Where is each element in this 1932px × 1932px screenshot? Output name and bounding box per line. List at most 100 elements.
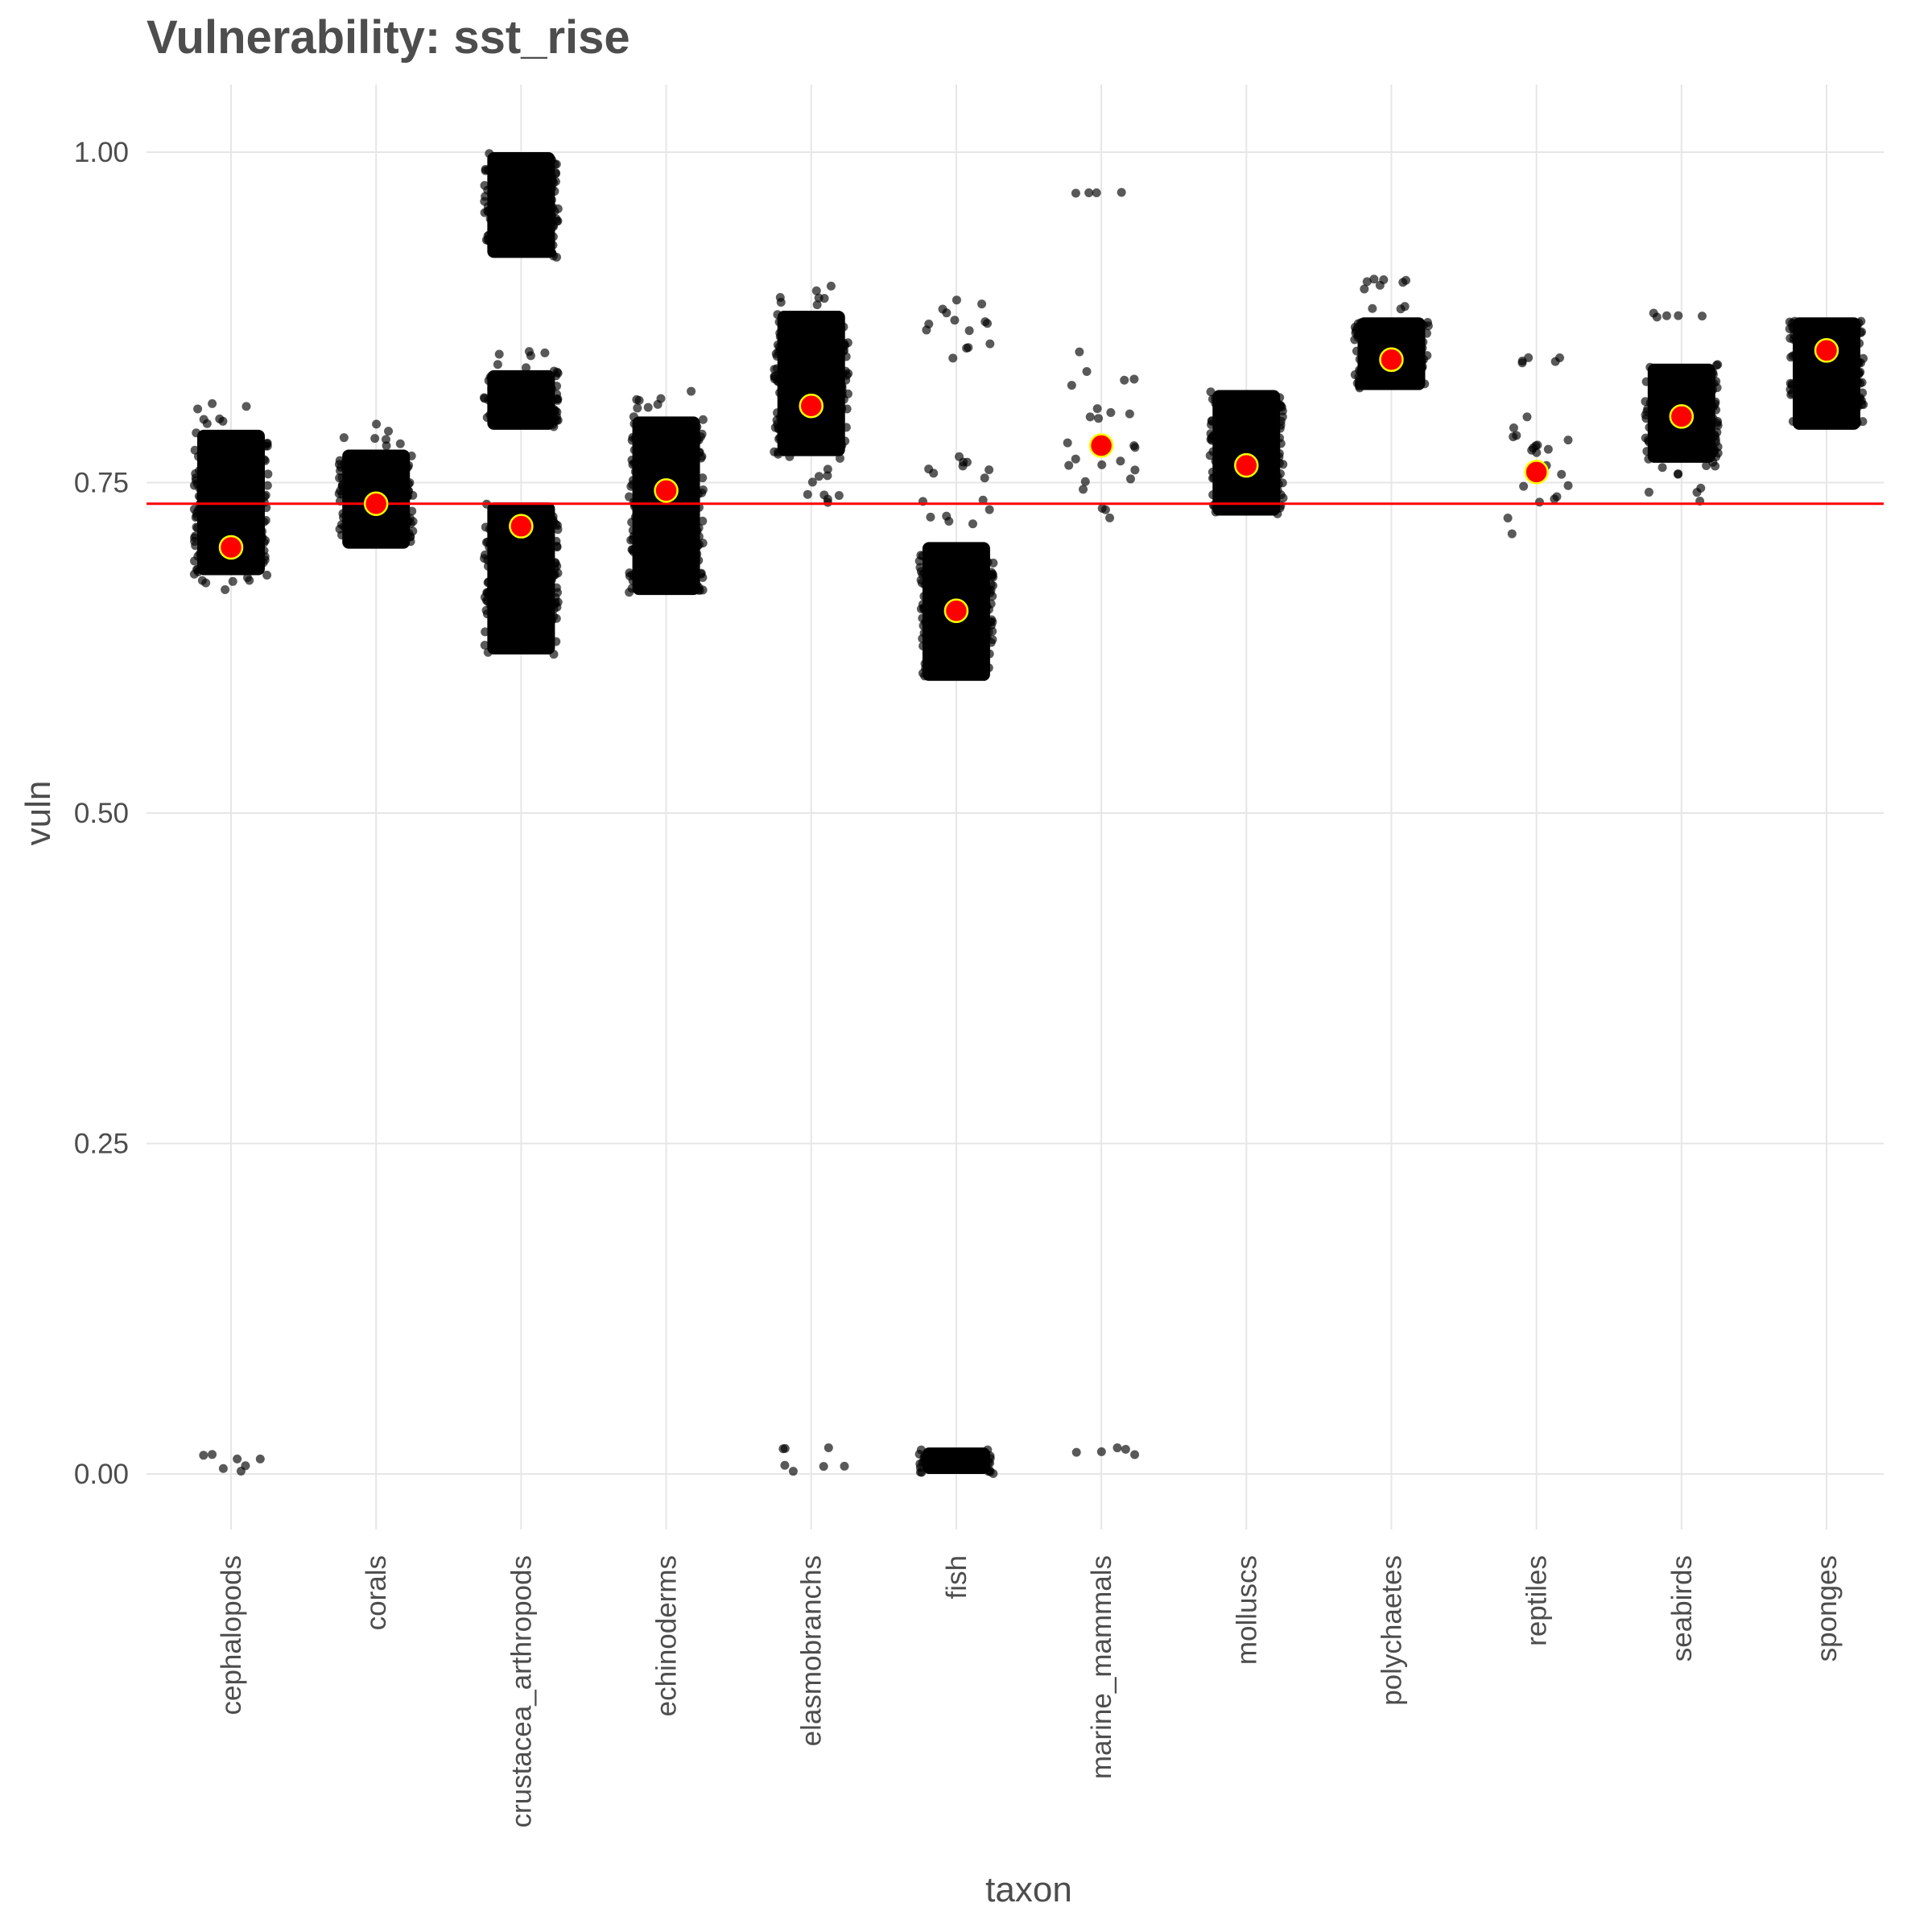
data-point xyxy=(918,570,927,580)
data-point xyxy=(694,448,704,457)
x-axis-title: taxon xyxy=(985,1870,1072,1909)
data-point xyxy=(770,447,779,456)
data-point xyxy=(1507,529,1517,539)
point-cluster xyxy=(197,429,265,576)
data-point xyxy=(628,476,638,485)
data-point xyxy=(372,419,382,429)
data-point xyxy=(1662,311,1671,320)
data-point xyxy=(1644,436,1653,445)
data-point xyxy=(1788,416,1798,426)
mean-marker xyxy=(943,598,969,624)
data-point xyxy=(924,464,934,474)
data-point xyxy=(340,522,349,531)
data-point xyxy=(1790,350,1800,360)
data-point xyxy=(1278,412,1287,422)
data-point xyxy=(837,403,847,413)
data-point xyxy=(191,531,200,541)
data-point xyxy=(1420,379,1430,389)
data-point xyxy=(241,1461,250,1471)
data-point xyxy=(191,541,200,551)
data-point xyxy=(1550,357,1560,366)
data-point xyxy=(189,481,199,490)
data-point xyxy=(1071,188,1080,198)
data-point xyxy=(221,585,230,595)
data-point xyxy=(919,642,928,651)
data-point xyxy=(773,310,782,320)
x-tick-label: corals xyxy=(361,1555,392,1630)
data-point xyxy=(407,506,417,516)
data-point xyxy=(835,453,844,463)
data-point xyxy=(194,452,204,461)
data-point xyxy=(1418,361,1427,371)
data-point xyxy=(339,433,349,443)
data-point xyxy=(692,549,702,559)
data-point xyxy=(780,1443,790,1453)
data-point xyxy=(494,349,504,359)
data-point xyxy=(1100,505,1110,514)
data-point xyxy=(823,497,832,507)
data-point xyxy=(1532,448,1542,457)
data-point xyxy=(1276,501,1286,510)
data-point xyxy=(548,515,558,525)
data-point xyxy=(483,555,493,565)
x-tick-label: cephalopods xyxy=(216,1555,247,1715)
data-point xyxy=(916,1445,926,1455)
data-point xyxy=(772,408,782,418)
data-point xyxy=(1708,369,1718,379)
data-point xyxy=(548,571,558,580)
data-point xyxy=(920,671,930,681)
data-point xyxy=(1710,445,1719,455)
data-point xyxy=(218,416,228,426)
data-point xyxy=(1856,367,1865,377)
data-point xyxy=(1130,1450,1140,1459)
data-point xyxy=(630,543,640,553)
data-point xyxy=(1355,354,1364,364)
data-point xyxy=(1275,469,1285,479)
data-point xyxy=(540,348,550,357)
data-point xyxy=(1369,275,1379,284)
data-point xyxy=(780,1460,790,1470)
data-point xyxy=(1674,311,1683,320)
point-cluster xyxy=(1793,317,1860,430)
data-point xyxy=(627,455,637,464)
data-point xyxy=(1509,423,1518,433)
data-point xyxy=(257,440,266,449)
data-point xyxy=(630,467,640,477)
data-point xyxy=(1787,318,1797,328)
data-point xyxy=(1092,404,1102,414)
data-point xyxy=(258,558,268,568)
data-point xyxy=(484,395,493,405)
point-cluster xyxy=(1212,390,1281,516)
data-point xyxy=(915,1463,925,1472)
data-point xyxy=(984,605,993,614)
data-point xyxy=(259,455,269,464)
data-point xyxy=(1273,509,1282,518)
data-point xyxy=(840,1461,849,1471)
data-point xyxy=(980,473,989,483)
data-point xyxy=(193,506,203,515)
data-point xyxy=(952,295,961,305)
data-point xyxy=(812,300,822,310)
x-tick-label: fish xyxy=(941,1555,972,1599)
data-point xyxy=(988,617,997,627)
data-point xyxy=(1275,423,1285,433)
data-point xyxy=(481,522,490,532)
data-point xyxy=(1674,469,1683,479)
point-cluster xyxy=(922,1447,990,1474)
data-point xyxy=(944,516,954,526)
data-point xyxy=(814,472,824,481)
data-point xyxy=(1120,375,1129,385)
data-point xyxy=(1129,374,1139,384)
data-point xyxy=(549,650,559,659)
data-point xyxy=(395,439,405,448)
data-point xyxy=(403,479,413,489)
data-point xyxy=(919,592,929,601)
data-point xyxy=(337,489,347,499)
data-point xyxy=(1079,485,1088,494)
data-point xyxy=(195,466,204,476)
data-point xyxy=(918,600,927,609)
data-point xyxy=(1130,465,1140,475)
data-point xyxy=(1711,397,1720,407)
